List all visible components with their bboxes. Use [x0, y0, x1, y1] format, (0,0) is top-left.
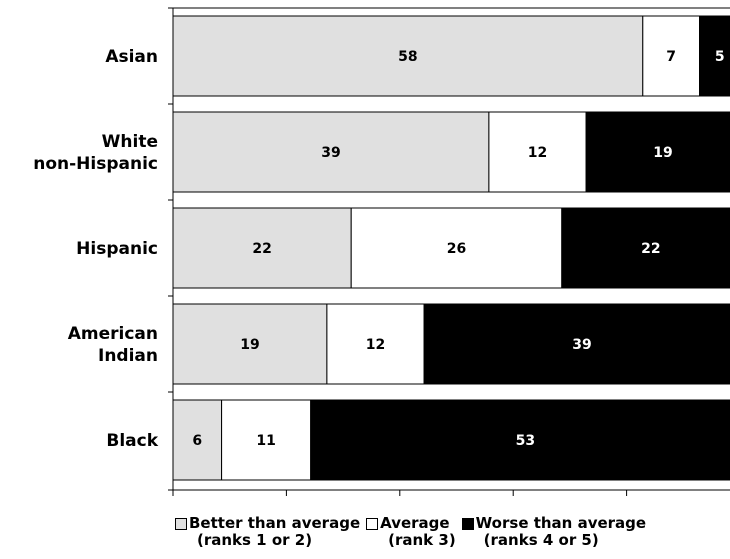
bar-segment [172, 15, 644, 97]
bar-segment [310, 399, 730, 481]
bar-segment [642, 15, 700, 97]
data-label: 26 [447, 241, 466, 257]
bar-segment [172, 111, 490, 193]
data-label: 22 [252, 241, 271, 257]
axes-layer [168, 7, 730, 496]
data-label: 39 [321, 145, 340, 161]
category-label: Black [106, 431, 158, 451]
data-label: 39 [572, 337, 591, 353]
legend-item: Average (rank 3) [366, 515, 456, 549]
bar-segment [172, 399, 223, 481]
data-label: 6 [192, 433, 202, 449]
legend-label: Worse than average (ranks 4 or 5) [475, 514, 647, 549]
bar-segment [172, 303, 328, 385]
legend-item: Better than average (ranks 1 or 2) [175, 515, 360, 549]
category-label: Hispanic [76, 239, 158, 259]
bar-segment [561, 207, 730, 289]
bar-segment [221, 399, 312, 481]
data-label: 7 [666, 49, 676, 65]
category-label: White non-Hispanic [33, 132, 158, 174]
bar-segment [350, 207, 563, 289]
bar-segment [423, 303, 730, 385]
labels-layer: 58 7 5 Asian 39 12 19 White non-Hispanic 22 26 22 Hi… [33, 47, 724, 451]
legend-swatch [461, 518, 474, 530]
legend-swatch [175, 518, 187, 530]
data-label: 53 [516, 433, 535, 449]
legend: Better than average (ranks 1 or 2) Average… [175, 515, 730, 549]
bar-segment [699, 15, 730, 97]
data-label: 11 [256, 433, 275, 449]
data-label: 12 [528, 145, 547, 161]
bar-segment [326, 303, 425, 385]
category-label: American Indian [68, 324, 158, 366]
legend-item: Worse than average (ranks 4 or 5) [461, 514, 647, 549]
bar-segment [585, 111, 730, 193]
data-label: 19 [653, 145, 672, 161]
legend-label: Better than average (ranks 1 or 2) [189, 514, 361, 549]
data-label: 19 [240, 337, 259, 353]
stacked-bar-chart: 58 7 5 Asian 39 12 19 White non-Hispanic 22 26 22 Hi… [33, 7, 730, 496]
legend-label: Average (rank 3) [380, 514, 456, 549]
legend-swatch [366, 518, 379, 530]
data-label: 5 [715, 49, 725, 65]
data-label: 58 [398, 49, 417, 65]
data-label: 22 [641, 241, 660, 257]
bars-layer [172, 15, 730, 481]
bar-segment [488, 111, 587, 193]
category-label: Asian [105, 47, 158, 67]
data-label: 12 [366, 337, 385, 353]
